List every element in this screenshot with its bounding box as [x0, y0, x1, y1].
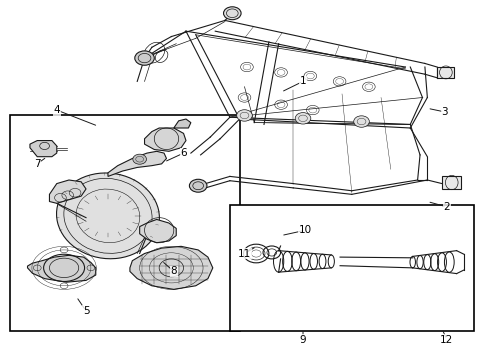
- Circle shape: [295, 113, 310, 124]
- Polygon shape: [441, 176, 461, 189]
- Polygon shape: [144, 128, 185, 151]
- Circle shape: [236, 110, 252, 121]
- Text: 11: 11: [237, 248, 251, 258]
- Text: 5: 5: [82, 306, 89, 316]
- Text: 6: 6: [180, 148, 186, 158]
- Text: 9: 9: [299, 334, 305, 345]
- Polygon shape: [130, 246, 212, 289]
- Text: 7: 7: [34, 159, 41, 169]
- Ellipse shape: [57, 173, 159, 259]
- Text: 10: 10: [298, 225, 311, 235]
- Circle shape: [223, 7, 241, 20]
- Text: 3: 3: [440, 107, 447, 117]
- Text: 4: 4: [53, 105, 60, 115]
- Polygon shape: [108, 151, 166, 176]
- Text: 1: 1: [299, 76, 305, 86]
- Polygon shape: [140, 220, 176, 243]
- Polygon shape: [436, 67, 453, 78]
- Polygon shape: [27, 255, 96, 282]
- Bar: [229, 205, 473, 330]
- Text: 12: 12: [439, 334, 452, 345]
- Circle shape: [189, 179, 206, 192]
- Polygon shape: [30, 140, 57, 157]
- Circle shape: [353, 116, 368, 127]
- Text: 2: 2: [443, 202, 449, 212]
- Text: 8: 8: [170, 266, 177, 276]
- Bar: [10, 116, 239, 330]
- Polygon shape: [173, 119, 190, 128]
- Polygon shape: [49, 180, 86, 203]
- Circle shape: [135, 51, 154, 65]
- Circle shape: [133, 154, 146, 164]
